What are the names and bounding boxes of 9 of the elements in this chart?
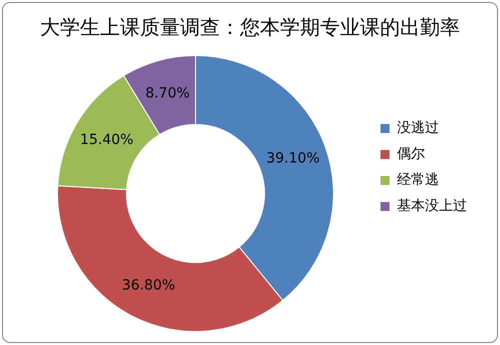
legend-label: 基本没上过 [397,198,467,214]
legend-label: 没逃过 [397,120,439,136]
data-label: 36.80% [122,277,176,294]
data-label: 39.10% [266,150,320,166]
legend-label: 偶尔 [397,146,425,162]
legend-label: 经常逃 [397,172,439,188]
data-label: 15.40% [80,132,134,148]
chart-title: 大学生上课质量调查：您本学期专业课的出勤率 [40,15,460,40]
data-label: 8.70% [145,85,190,102]
